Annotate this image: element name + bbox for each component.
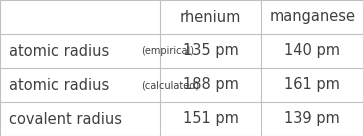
Text: 139 pm: 139 pm [284, 112, 340, 126]
Text: 151 pm: 151 pm [183, 112, 238, 126]
Text: (empirical): (empirical) [141, 46, 194, 56]
Text: 188 pm: 188 pm [183, 78, 238, 92]
Text: covalent radius: covalent radius [9, 112, 122, 126]
Text: 140 pm: 140 pm [284, 44, 340, 58]
Text: atomic radius: atomic radius [9, 78, 109, 92]
Text: rhenium: rhenium [180, 10, 241, 24]
Text: (calculated): (calculated) [141, 80, 199, 90]
Text: 161 pm: 161 pm [284, 78, 340, 92]
Text: atomic radius: atomic radius [9, 44, 109, 58]
Text: manganese: manganese [269, 10, 355, 24]
Text: 135 pm: 135 pm [183, 44, 238, 58]
